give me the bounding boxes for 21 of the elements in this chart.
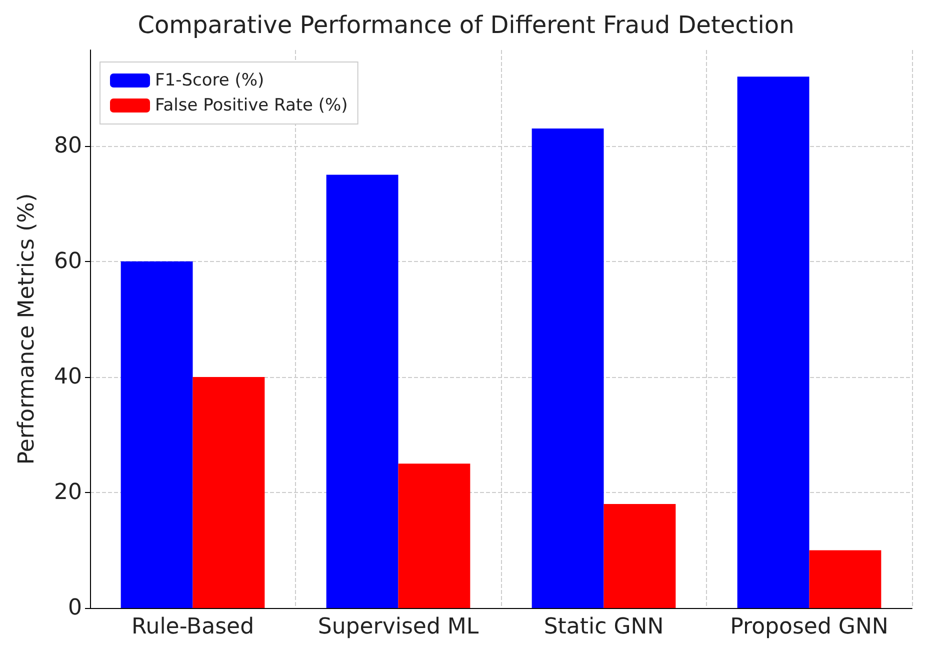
legend-label: F1-Score (%) [155,70,264,90]
x-tick-label: Rule-Based [131,614,254,640]
bar [398,464,470,608]
y-axis-title: Performance Metrics (%) [14,193,40,465]
legend-label: False Positive Rate (%) [155,96,348,116]
y-tick-label: 80 [54,133,82,158]
bar [192,376,265,608]
chart-title: Comparative Performance of Different Fraud Detection [138,11,794,39]
x-tick-label: Supervised ML [318,614,480,640]
bar [120,261,193,608]
x-tick-label: Static GNN [544,614,664,640]
bar [737,76,810,608]
y-tick-label: 60 [54,248,82,274]
bar [809,550,882,608]
bar [326,174,398,608]
bar [604,504,676,608]
y-tick-label: 0 [68,596,82,620]
bar [532,128,604,608]
y-tick-label: 20 [54,480,82,505]
x-tick-label: Proposed GNN [730,614,888,640]
y-tick-label: 40 [54,364,82,390]
